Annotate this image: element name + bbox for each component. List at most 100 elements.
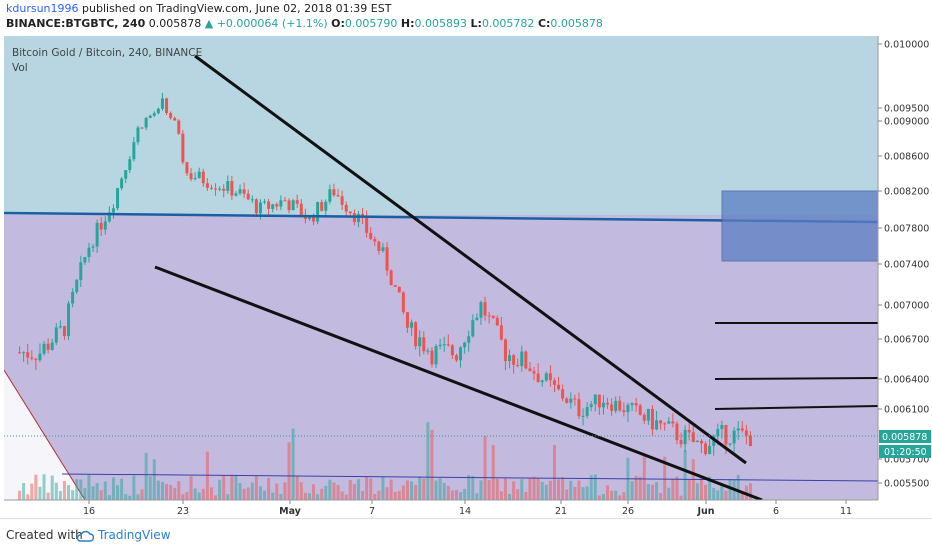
candle-body: [201, 171, 205, 184]
volume-bar: [544, 484, 548, 500]
volume-bar: [708, 476, 712, 500]
candle-body: [618, 400, 622, 411]
volume-bar: [18, 490, 22, 500]
time-tick-label: 21: [555, 506, 567, 517]
price-tick-label: 0.006100: [884, 405, 929, 416]
volume-bar: [614, 490, 618, 500]
cloud-icon: [76, 530, 95, 542]
candle-body: [463, 342, 467, 348]
candle-body: [495, 317, 499, 326]
volume-bar: [189, 476, 193, 500]
candle-body: [136, 127, 140, 143]
volume-bar: [606, 485, 610, 500]
volume-bar: [140, 489, 144, 500]
price-tick-label: 0.006400: [884, 375, 929, 386]
time-tick-label: 23: [177, 506, 189, 517]
candle-body: [438, 344, 442, 347]
author-link[interactable]: kdursun1996: [6, 2, 79, 15]
candle-body: [544, 373, 548, 381]
volume-bar: [336, 485, 340, 500]
volume-bar: [569, 480, 573, 500]
volume-bar: [295, 475, 299, 500]
price-axis[interactable]: 0.010000 0.009500 0.009000 0.008600 0.008200…: [877, 36, 932, 500]
candle-body: [316, 202, 320, 222]
high-value: 0.005893: [414, 17, 468, 30]
candle-body: [650, 408, 654, 430]
candle-body: [634, 403, 638, 406]
candle-body: [348, 211, 352, 214]
volume-bar: [62, 481, 66, 500]
volume-bar: [58, 491, 62, 500]
candle-body: [132, 142, 136, 160]
candle-body: [655, 420, 659, 430]
volume-bar: [381, 476, 385, 500]
volume-bar: [748, 483, 752, 500]
volume-bar: [577, 480, 581, 500]
volume-bar: [242, 488, 246, 500]
candle-body: [736, 428, 740, 431]
volume-bar: [54, 482, 58, 500]
volume-bar: [508, 493, 512, 500]
volume-bar: [438, 478, 442, 500]
candle-body: [479, 302, 483, 318]
volume-bar: [275, 483, 279, 500]
volume-bar: [201, 488, 205, 500]
candle-body: [185, 162, 189, 174]
candle-body: [22, 352, 26, 354]
support-line: [61, 473, 878, 482]
candle-body: [165, 98, 169, 114]
volume-bar: [475, 493, 479, 500]
volume-bar: [107, 495, 111, 500]
candle-body: [340, 196, 344, 205]
volume-bar: [34, 474, 38, 500]
volume-bar: [169, 484, 173, 500]
candle-body: [152, 113, 156, 116]
candle-body: [222, 188, 226, 191]
price-chart[interactable]: Bitcoin Gold / Bitcoin, 240, BINANCE Vol…: [0, 0, 932, 518]
volume-bar: [552, 445, 556, 500]
volume-bar: [512, 481, 516, 500]
tradingview-logo[interactable]: TradingView: [76, 528, 171, 542]
volume-bar: [22, 483, 26, 500]
candle-body: [748, 435, 752, 447]
time-tick-label: Jun: [696, 506, 714, 517]
price-tick-label: 0.005700: [884, 455, 929, 466]
candle-body: [381, 247, 385, 251]
volume-bar: [610, 490, 614, 500]
volume-bar: [291, 428, 295, 500]
candle-body: [377, 241, 381, 251]
chart-title: Bitcoin Gold / Bitcoin, 240, BINANCE: [12, 47, 202, 59]
volume-bar: [740, 492, 744, 500]
volume-bar: [426, 422, 430, 500]
volume-bar: [222, 475, 226, 500]
volume-bar: [124, 494, 128, 500]
volume-bar: [83, 488, 87, 500]
candle-body: [99, 222, 103, 230]
candle-body: [103, 221, 107, 230]
volume-bar: [226, 494, 230, 500]
candle-body: [189, 173, 193, 180]
candle-body: [75, 280, 79, 292]
candle-body: [148, 115, 152, 118]
candle-body: [405, 312, 409, 328]
last-price: 0.005878: [148, 17, 202, 30]
volume-bar: [316, 494, 320, 500]
candle-body: [520, 351, 524, 367]
candle-body: [226, 181, 230, 191]
candle-body: [532, 371, 536, 374]
candle-body: [234, 193, 238, 196]
candle-body: [246, 193, 250, 200]
candle-body: [475, 317, 479, 321]
close-value: 0.005878: [550, 17, 603, 30]
volume-bar: [695, 483, 699, 500]
target-box: [721, 190, 878, 262]
candle-body: [107, 212, 111, 222]
time-axis[interactable]: 16 23 May 7 14 21 26 Jun 6 11: [4, 499, 878, 517]
price-tick-label: 0.010000: [884, 40, 929, 51]
volume-bar: [177, 481, 181, 500]
wedge-upper-trendline: [194, 54, 747, 465]
volume-bar: [479, 480, 483, 500]
candle-body: [230, 181, 234, 196]
volume-bar: [312, 484, 316, 500]
candle-body: [552, 380, 556, 385]
